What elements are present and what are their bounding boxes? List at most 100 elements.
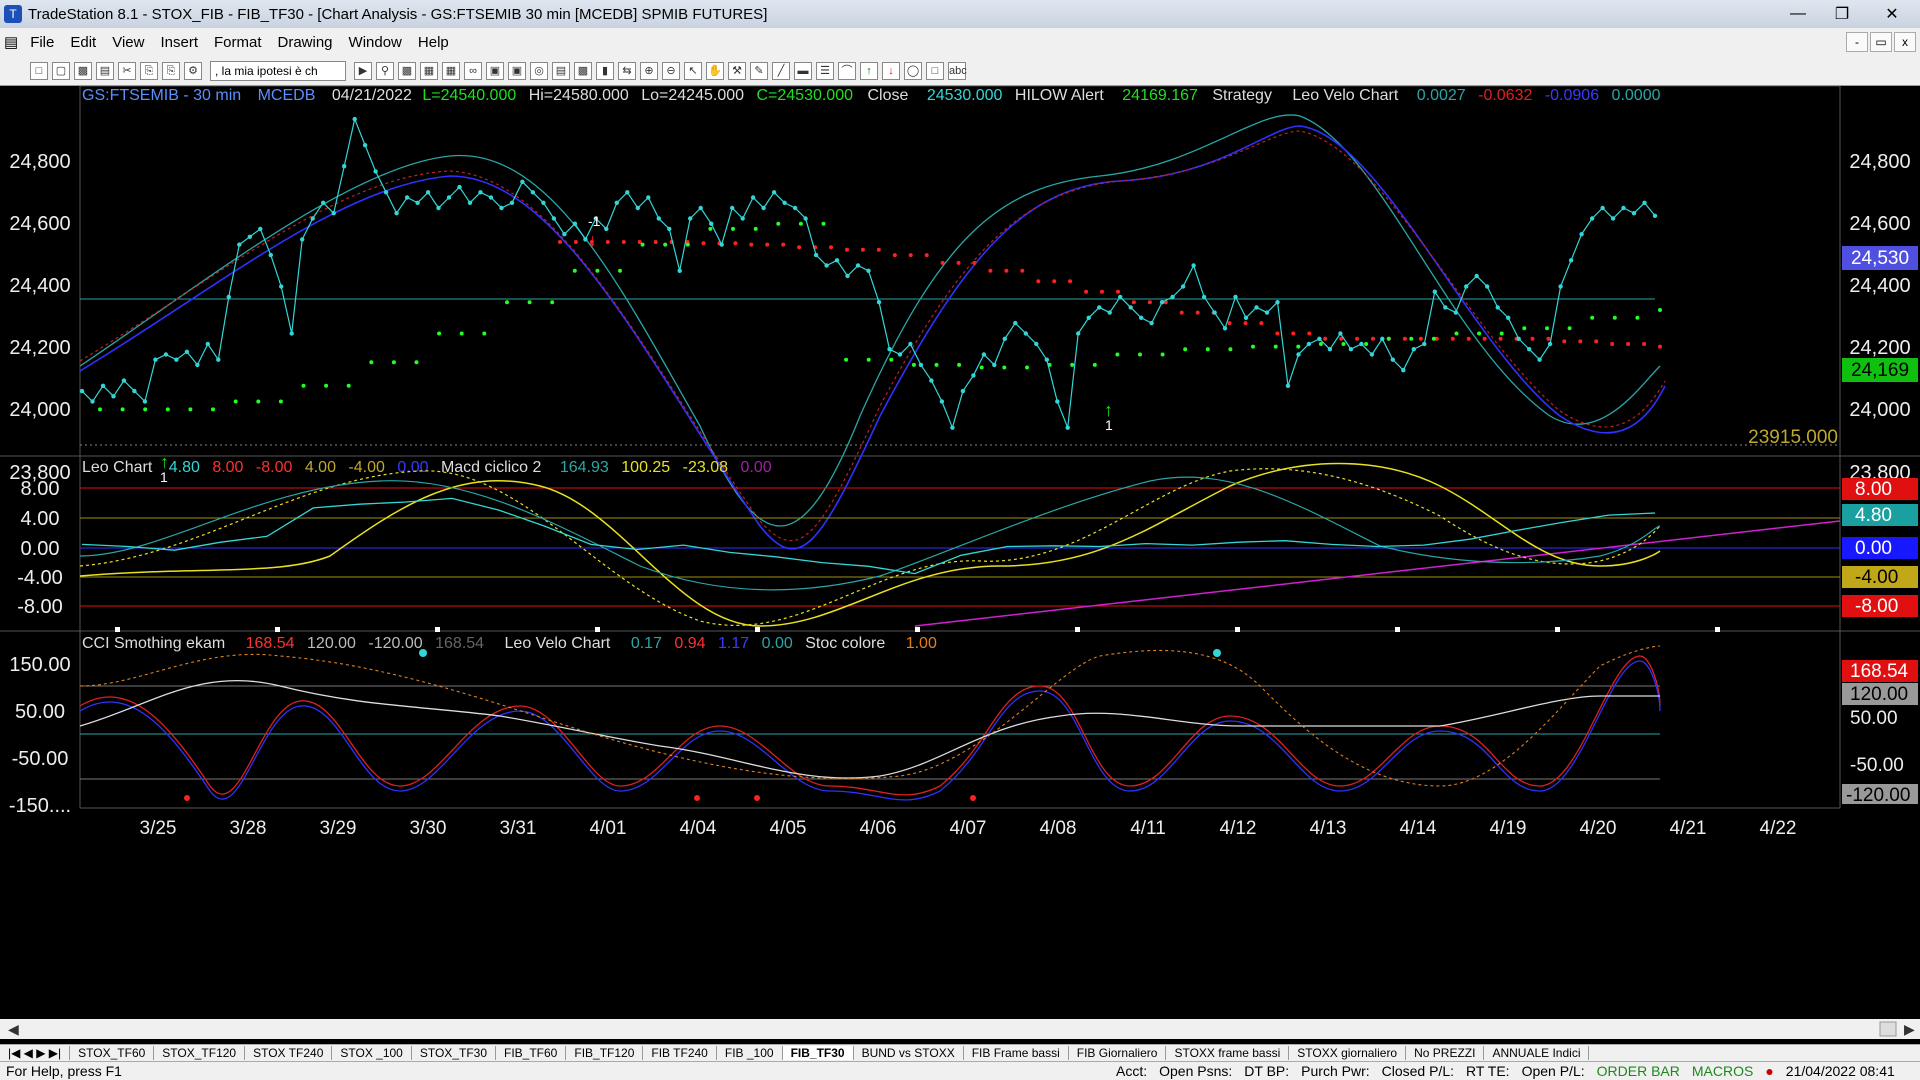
bars-icon[interactable]: ▮ [596,61,614,80]
menu-insert[interactable]: Insert [160,33,198,51]
dt-bp-label: DT BP: [1244,1063,1290,1079]
zoom-in-icon[interactable]: ⊕ [640,61,658,80]
tab-stox-tf120[interactable]: STOX_TF120 [154,1046,246,1060]
tab-fib-tf60[interactable]: FIB_TF60 [496,1046,567,1060]
price-point [1191,263,1196,268]
price-point [79,388,85,394]
menu-view[interactable]: View [112,33,145,51]
open-icon[interactable]: ▢ [52,61,70,80]
hilow-dot [1002,365,1007,370]
paste-icon[interactable]: ⎘ [162,61,180,80]
menu-drawing[interactable]: Drawing [277,33,333,51]
mdi-minimize-button[interactable]: - [1846,32,1868,52]
tab-fib-tf120[interactable]: FIB_TF120 [566,1046,644,1060]
hilow-dot [1296,344,1301,349]
radar-icon[interactable]: ◎ [530,61,548,80]
menu-edit[interactable]: Edit [70,33,97,51]
chart-area[interactable]: GS:FTSEMIB - 30 min MCEDB 04/21/2022 L=2… [0,85,1920,1044]
menu-help[interactable]: Help [417,33,449,51]
tab-stoxx-frame-bassi[interactable]: STOXX frame bassi [1166,1046,1290,1060]
tab-fib-tf240[interactable]: FIB TF240 [643,1046,717,1060]
tab-fib-frame-bassi[interactable]: FIB Frame bassi [964,1046,1069,1060]
cut-icon[interactable]: ✂ [118,61,136,80]
grid-icon[interactable]: ▦ [420,61,438,80]
menu-window[interactable]: Window [348,33,402,51]
tab-stox-tf60[interactable]: STOX_TF60 [70,1046,155,1060]
text-icon[interactable]: abc [948,61,967,80]
menu-format[interactable]: Format [213,33,262,51]
tab-nav-icon[interactable]: |◀ ◀ ▶ ▶| [0,1046,71,1060]
tab-bund-vs-stoxx[interactable]: BUND vs STOXX [854,1046,964,1060]
zoom-out-icon[interactable]: ⊖ [662,61,680,80]
down-arrow-icon[interactable]: ↓ [882,61,900,80]
up-arrow-icon[interactable]: ↑ [860,61,878,80]
clock-label: 21/04/2022 08:41 [1785,1063,1895,1079]
trendline[interactable] [914,520,1841,627]
mdi-close-button[interactable]: x [1894,32,1916,52]
tab-stox-tf240[interactable]: STOX TF240 [245,1046,333,1060]
arc-icon[interactable]: ⌒ [838,61,856,80]
scroll-right-icon[interactable]: ▶ [1904,1021,1915,1037]
trendline-icon[interactable]: ╱ [772,61,790,80]
chart-icon[interactable]: ▩ [398,61,416,80]
table-icon[interactable]: ▦ [442,61,460,80]
hilow-dot [860,247,865,252]
news-icon[interactable]: ▤ [552,61,570,80]
ellipse-icon[interactable]: ◯ [904,61,922,80]
insert-icon[interactable]: ✎ [750,61,768,80]
settings-icon[interactable]: ⚙ [184,61,202,80]
maximize-button[interactable]: ❐ [1834,6,1850,23]
scroll-left-icon[interactable]: ◀ [8,1021,19,1037]
fib-icon[interactable]: ☰ [816,61,834,80]
link-icon[interactable]: ∞ [464,61,482,80]
tab-stox-tf30[interactable]: STOX_TF30 [412,1046,496,1060]
rect-icon[interactable]: □ [926,61,944,80]
hand-icon[interactable]: ✋ [706,61,724,80]
play-icon[interactable]: ▶ [354,61,372,80]
matrix-icon[interactable]: ▩ [574,61,592,80]
copy-window-icon[interactable]: ▣ [508,61,526,80]
chart-svg[interactable]: GS:FTSEMIB - 30 min MCEDB 04/21/2022 L=2… [0,85,1920,1044]
new-icon[interactable]: □ [30,61,48,80]
tab-stox-100[interactable]: STOX _100 [332,1046,412,1060]
workspace-dropdown[interactable]: , la mia ipotesi è ch [210,60,346,81]
hline-icon[interactable]: ▬ [794,61,812,80]
hilow-price-tag [1842,358,1918,382]
hilow-dot [1115,352,1120,357]
save-icon[interactable]: ▩ [74,61,92,80]
window-icon[interactable]: ▣ [486,61,504,80]
horizontal-scrollbar[interactable] [0,1019,1920,1039]
tab-fib-giornaliero[interactable]: FIB Giornaliero [1069,1046,1167,1060]
scroll-thumb[interactable] [1879,1021,1897,1037]
copy-icon[interactable]: ⎘ [140,61,158,80]
tab-stoxx-giornaliero[interactable]: STOXX giornaliero [1289,1046,1407,1060]
close-button[interactable]: ✕ [1885,6,1899,23]
price-point [425,190,431,195]
price-point [918,362,924,368]
tab-fib-tf30[interactable]: FIB_TF30 [782,1046,854,1060]
date-label: 4/12 [1220,818,1257,839]
price-point [824,263,829,268]
hilow-dot [765,242,770,247]
arrows-icon[interactable]: ⇆ [618,61,636,80]
purch-pwr-label: Purch Pwr: [1301,1063,1370,1079]
order-bar-label[interactable]: ORDER BAR [1596,1063,1680,1079]
print-icon[interactable]: ▤ [96,61,114,80]
find-icon[interactable]: ⚲ [376,61,394,80]
chart-window-icon[interactable]: ▤ [4,34,19,51]
tool-icon[interactable]: ⚒ [728,61,746,80]
tab-no-prezzi[interactable]: No PREZZI [1406,1046,1485,1060]
tab-fib-100[interactable]: FIB _100 [717,1046,783,1060]
hilow-dot [972,260,977,265]
price-point [1170,294,1175,300]
tab-annuale-indici[interactable]: ANNUALE Indici [1484,1046,1590,1060]
price-point [530,190,536,195]
price-point [1422,341,1427,347]
menu-file[interactable]: File [30,33,55,51]
hilow-dot [369,360,374,365]
hilow-dot [1052,279,1057,284]
pointer-icon[interactable]: ↖ [684,61,702,80]
mdi-restore-button[interactable]: ▭ [1870,32,1892,52]
macros-label[interactable]: MACROS [1691,1063,1754,1079]
minimize-button[interactable]: — [1790,5,1806,22]
